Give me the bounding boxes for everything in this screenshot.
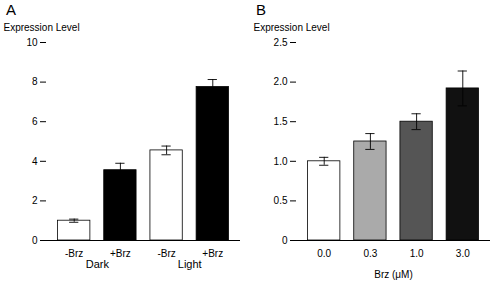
html-text:A: A — [6, 1, 16, 18]
svg-text:2: 2 — [32, 195, 38, 206]
svg-text:3.0: 3.0 — [456, 248, 470, 259]
svg-text:0.0: 0.0 — [317, 248, 331, 259]
svg-text:Brz (μM): Brz (μM) — [374, 269, 413, 280]
svg-text:Light: Light — [178, 258, 202, 270]
svg-text:-Brz: -Brz — [65, 248, 83, 259]
svg-text:Dark: Dark — [86, 258, 110, 270]
svg-text:0: 0 — [32, 235, 38, 246]
svg-text:+Brz: +Brz — [202, 248, 223, 259]
svg-text:4: 4 — [32, 156, 38, 167]
svg-text:2.0: 2.0 — [274, 76, 288, 87]
svg-text:+Brz: +Brz — [110, 248, 131, 259]
svg-text:1.0: 1.0 — [410, 248, 424, 259]
svg-text:1.5: 1.5 — [274, 116, 288, 127]
svg-text:-Brz: -Brz — [157, 248, 175, 259]
svg-text:0.3: 0.3 — [363, 248, 377, 259]
svg-text:Expression Level: Expression Level — [254, 22, 330, 33]
svg-text:0.5: 0.5 — [274, 195, 288, 206]
svg-text:0: 0 — [282, 235, 288, 246]
svg-text:8: 8 — [32, 76, 38, 87]
svg-text:Expression Level: Expression Level — [4, 22, 80, 33]
html-text:B: B — [256, 1, 266, 18]
svg-text:1.0: 1.0 — [274, 156, 288, 167]
svg-text:6: 6 — [32, 116, 38, 127]
svg-text:2.5: 2.5 — [274, 37, 288, 48]
svg-text:10: 10 — [26, 37, 38, 48]
